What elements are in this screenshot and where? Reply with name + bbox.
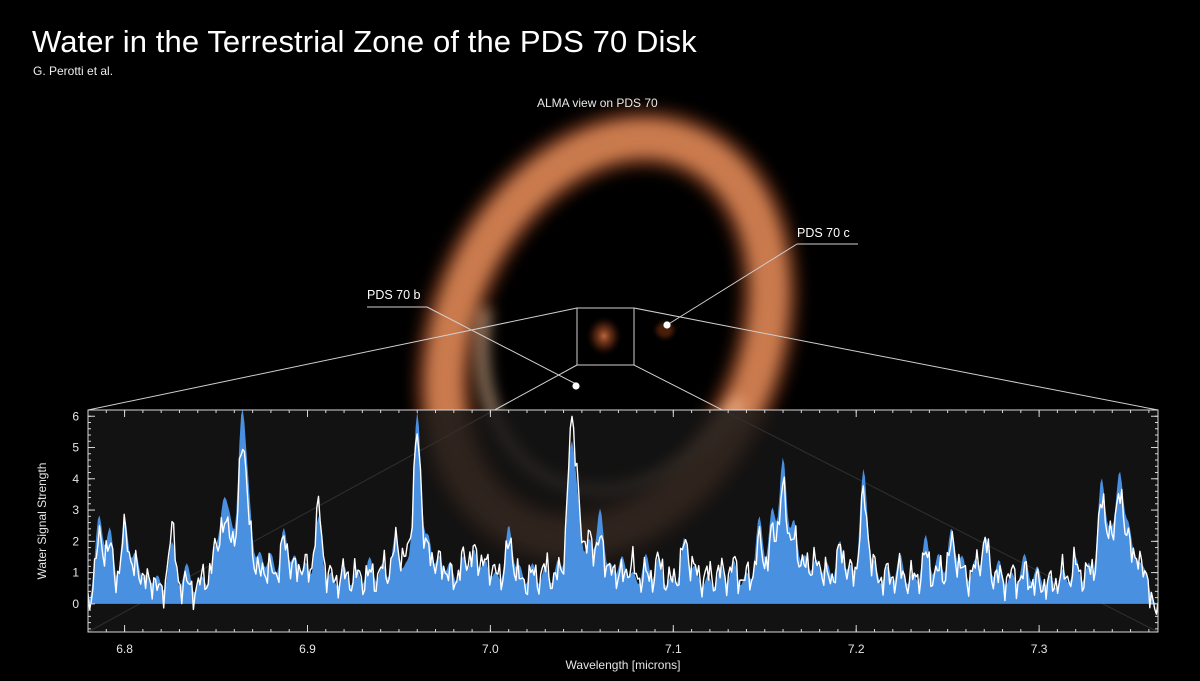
y-tick-label: 4	[72, 472, 79, 486]
plot-frame	[87, 409, 1159, 633]
y-tick-label: 1	[72, 566, 79, 580]
y-tick-label: 3	[72, 503, 79, 517]
x-tick-label: 6.8	[116, 642, 133, 656]
x-axis-label: Wavelength [microns]	[566, 658, 681, 672]
observed-spectrum-line	[88, 415, 1158, 615]
planet-label-b: PDS 70 b	[367, 288, 421, 302]
author-credit: G. Perotti et al.	[33, 64, 114, 78]
central-star-glow	[586, 316, 622, 356]
image-caption: ALMA view on PDS 70	[537, 96, 658, 110]
y-tick-label: 6	[72, 409, 79, 423]
y-axis-label: Water Signal Strength	[35, 463, 49, 580]
page-title: Water in the Terrestrial Zone of the PDS…	[32, 24, 697, 59]
planet-c-dot	[663, 321, 671, 329]
planet-b-dot	[572, 382, 580, 390]
zoom-box	[576, 307, 635, 366]
x-tick-label: 6.9	[299, 642, 316, 656]
model-spectrum-area	[88, 410, 1158, 604]
y-tick-label: 5	[72, 441, 79, 455]
planet-markers	[367, 243, 858, 390]
x-tick-label: 7.1	[665, 642, 682, 656]
y-tick-label: 0	[72, 597, 79, 611]
x-tick-label: 7.2	[848, 642, 865, 656]
spectrum-plot: 6.8 6.9 7.0 7.1 7.2 7.3 0 1 2 3 4 5 6 Wavelength [mi…	[35, 409, 1159, 672]
y-tick-label: 2	[72, 534, 79, 548]
x-tick-label: 7.3	[1031, 642, 1048, 656]
planet-label-c: PDS 70 c	[797, 226, 850, 240]
x-tick-label: 7.0	[482, 642, 499, 656]
